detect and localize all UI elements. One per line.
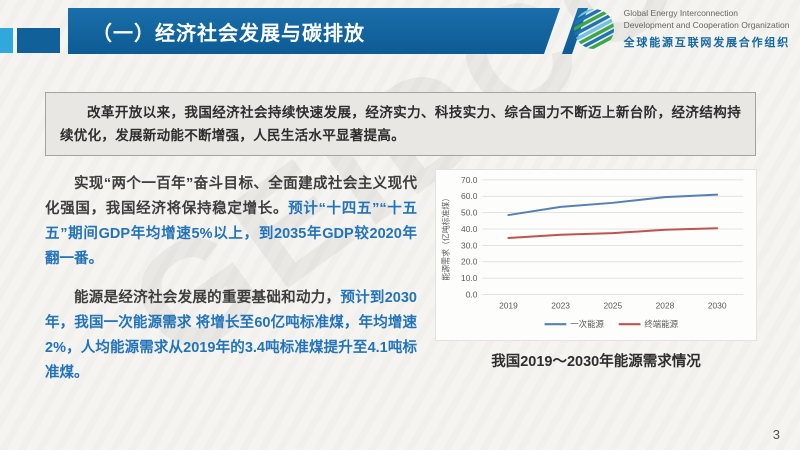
paragraph-energy-highlight: 预计到2030年，我国一次能源需求 将增长至60亿吨标准煤，年均增速2%，人均能… xyxy=(45,289,417,381)
svg-text:20.0: 20.0 xyxy=(461,257,478,267)
paragraph-gdp: 实现“两个一百年”奋斗目标、全面建成社会主义现代化强国，我国经济将保持稳定增长。… xyxy=(45,172,417,272)
page-number: 3 xyxy=(772,427,780,442)
svg-text:终端能源: 终端能源 xyxy=(644,319,678,329)
svg-text:2025: 2025 xyxy=(603,300,622,310)
chart-caption: 我国2019～2030年能源需求情况 xyxy=(491,354,701,370)
svg-text:能源需求（亿吨标准煤）: 能源需求（亿吨标准煤） xyxy=(441,194,451,281)
energy-demand-line-chart: 0.0 10.0 20.0 30.0 40.0 50.0 60.0 70.0 能源需求（亿吨标准… xyxy=(435,169,757,341)
paragraph-energy: 能源是经济社会发展的重要基础和动力，预计到2030年，我国一次能源需求 将增长至… xyxy=(45,286,417,386)
svg-text:一次能源: 一次能源 xyxy=(570,319,604,329)
body-text-column: 实现“两个一百年”奋斗目标、全面建成社会主义现代化强国，我国经济将保持稳定增长。… xyxy=(45,172,417,400)
svg-text:60.0: 60.0 xyxy=(461,191,478,201)
paragraph-gdp-highlight: 预计“十四五”“十五五”期间GDP年均增速5%以上，到2035年GDP较2020… xyxy=(45,200,418,267)
header-accent-dark-blue xyxy=(17,28,60,53)
paragraph-energy-normal: 能源是经济社会发展的重要基础和动力， xyxy=(74,289,341,306)
org-name-en-line1: Global Energy Interconnection xyxy=(623,8,738,19)
slide-title-banner: （一）经济社会发展与碳排放 xyxy=(68,8,560,54)
org-name-cn: 全球能源互联网发展合作组织 xyxy=(623,36,790,49)
svg-text:30.0: 30.0 xyxy=(461,240,478,250)
svg-text:2019: 2019 xyxy=(499,300,518,310)
globe-icon xyxy=(571,7,616,51)
svg-text:2030: 2030 xyxy=(708,300,727,310)
svg-text:10.0: 10.0 xyxy=(461,273,478,283)
slide-title: （一）经济社会发展与碳排放 xyxy=(92,22,365,45)
paragraph-gdp-normal: 实现“两个一百年”奋斗目标、全面建成社会主义现代化强国，我国经济将保持稳定增长。 xyxy=(45,176,417,217)
intro-box: 改革开放以来，我国经济社会持续快速发展，经济实力、科技实力、综合国力不断迈上新台… xyxy=(45,92,756,157)
svg-text:2023: 2023 xyxy=(551,300,570,310)
svg-text:40.0: 40.0 xyxy=(461,224,478,234)
org-logo: Global Energy Interconnection Developmen… xyxy=(571,7,790,51)
svg-text:70.0: 70.0 xyxy=(461,175,478,185)
org-name-en-line2: Development and Cooperation Organization xyxy=(623,20,790,30)
org-logo-text: Global Energy Interconnection Developmen… xyxy=(624,8,790,50)
header-accent-cyan xyxy=(0,28,13,53)
svg-text:0.0: 0.0 xyxy=(466,290,478,300)
svg-text:50.0: 50.0 xyxy=(461,208,478,218)
intro-text: 改革开放以来，我国经济社会持续快速发展，经济实力、科技实力、综合国力不断迈上新台… xyxy=(60,105,741,144)
energy-demand-chart-figure: 0.0 10.0 20.0 30.0 40.0 50.0 60.0 70.0 能源需求（亿吨标准… xyxy=(435,169,757,371)
svg-text:2028: 2028 xyxy=(656,300,675,310)
